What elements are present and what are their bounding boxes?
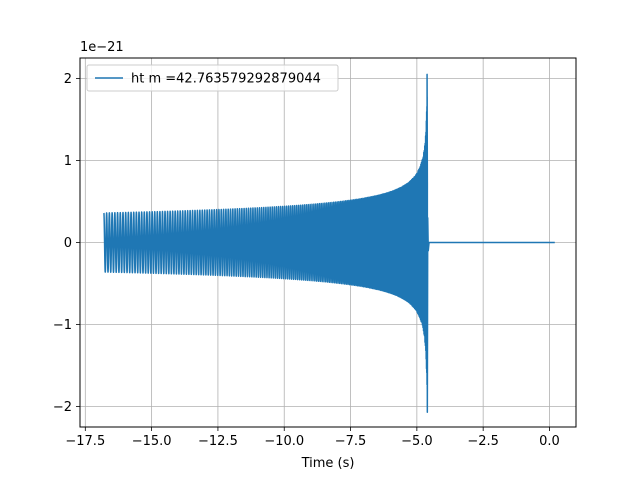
legend-box [86, 64, 339, 92]
series-line-ht [103, 73, 555, 413]
x-axis-label: Time (s) [301, 456, 355, 471]
x-tick-label: 0.0 [539, 434, 560, 449]
y-tick-label: 0 [64, 236, 72, 251]
y-scale-label: 1e−21 [80, 40, 124, 55]
x-tick-label: −5.0 [401, 434, 433, 449]
y-axis: −2 −1 0 1 2 [53, 72, 80, 415]
y-tick-label: −2 [53, 400, 72, 415]
y-tick-label: 2 [64, 72, 72, 87]
x-tick-label: −10.0 [264, 434, 304, 449]
series-group [103, 73, 555, 413]
y-tick-label: −1 [53, 318, 72, 333]
legend: ht m =42.763579292879044 [86, 64, 339, 92]
x-tick-label: −17.5 [65, 434, 105, 449]
legend-label: ht m =42.763579292879044 [131, 72, 321, 87]
x-tick-label: −2.5 [467, 434, 499, 449]
x-tick-label: −7.5 [335, 434, 367, 449]
y-tick-label: 1 [64, 154, 72, 169]
x-axis: −17.5 −15.0 −12.5 −10.0 −7.5 −5.0 −2.5 0.0 [65, 427, 560, 449]
x-tick-label: −12.5 [198, 434, 238, 449]
x-tick-label: −15.0 [132, 434, 172, 449]
